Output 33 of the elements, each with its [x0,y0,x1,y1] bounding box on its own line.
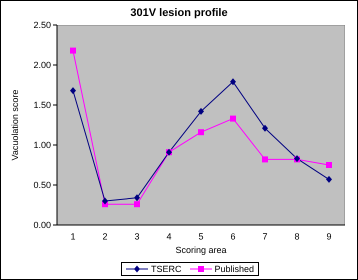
point [70,87,76,94]
point [326,176,332,183]
y-tick-label: 1.00 [33,140,51,150]
y-tick-label: 2.00 [33,60,51,70]
x-tick-label: 5 [198,231,204,242]
point [262,156,268,162]
legend-label: Published [214,264,254,274]
y-axis-title: Vacuolation score [10,90,20,160]
point [326,162,332,168]
y-tick-label: 0.00 [33,220,51,230]
y-tick-label: 0.50 [33,180,51,190]
x-tick-label: 3 [134,231,140,242]
x-tick-label: 7 [262,231,268,242]
x-tick-label: 9 [326,231,332,242]
chart-title: 301V lesion profile [129,7,229,19]
x-axis-title: Scoring area [175,245,227,255]
legend-label: TSERC [150,264,182,274]
x-tick-label: 4 [166,231,172,242]
x-tick-label: 8 [294,231,300,242]
point [198,129,204,136]
point [262,124,268,132]
y-tick-label: 2.50 [33,20,51,30]
point [70,48,76,54]
x-tick-label: 6 [230,231,236,242]
point [102,198,108,204]
x-tick-label: 1 [70,231,76,242]
point [230,116,236,122]
point [134,194,140,202]
x-tick-label: 2 [102,231,108,242]
point [134,201,140,208]
point [198,108,204,115]
y-tick-label: 1.50 [33,100,51,110]
point [230,78,236,86]
